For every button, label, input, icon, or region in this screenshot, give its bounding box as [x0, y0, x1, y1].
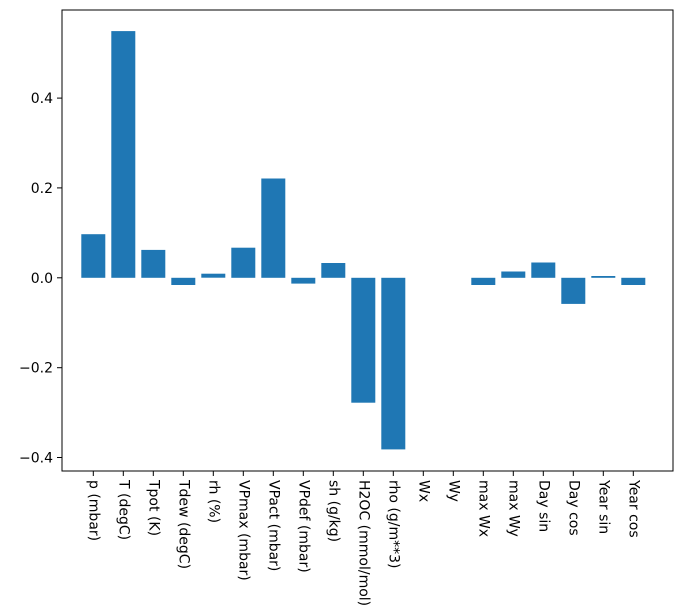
x-tick-label: rh (%) — [205, 480, 221, 523]
x-tick-label: Tpot (K) — [145, 479, 161, 536]
x-tick-label: max Wy — [505, 480, 521, 537]
bar — [231, 247, 256, 278]
bar — [531, 262, 556, 278]
y-axis: −0.4 −0.2 0.0 0.2 0.4 — [19, 91, 62, 467]
x-tick-label: p (mbar) — [85, 480, 101, 541]
bar — [321, 263, 346, 278]
x-tick-label: Year sin — [595, 479, 611, 534]
bar — [621, 277, 646, 285]
x-tick-label: Day cos — [565, 480, 581, 536]
x-tick-label: H2OC (mmol/mol) — [355, 480, 371, 606]
y-tick-label: 0.4 — [31, 91, 53, 107]
y-tick-label: −0.2 — [19, 361, 53, 377]
x-tick-label: VPact (mbar) — [265, 480, 281, 571]
x-tick-label: Day sin — [535, 480, 551, 532]
bar — [351, 277, 376, 403]
x-tick-label: Wx — [415, 480, 431, 502]
bar — [261, 178, 286, 278]
bar — [381, 277, 406, 450]
plot-border — [61, 9, 674, 472]
x-tick-label: Tdew (degC) — [175, 479, 191, 569]
x-tick-label: T (degC) — [115, 479, 131, 540]
x-tick-label: VPdef (mbar) — [295, 480, 311, 573]
x-tick-label: max Wx — [475, 480, 491, 537]
bar — [171, 277, 196, 285]
x-tick-label: VPmax (mbar) — [235, 480, 251, 581]
bar — [591, 276, 616, 278]
bar — [561, 277, 586, 304]
x-axis: p (mbar) T (degC) Tpot (K) Tdew (degC) rh (%… — [85, 471, 641, 606]
y-tick-label: 0.0 — [31, 271, 53, 287]
bar — [141, 249, 166, 278]
bar — [81, 234, 106, 278]
x-tick-label: rho (g/m**3) — [385, 480, 401, 568]
x-tick-label: Year cos — [625, 479, 641, 538]
x-tick-label: sh (g/kg) — [325, 480, 341, 542]
y-tick-label: 0.2 — [31, 181, 53, 197]
y-tick-label: −0.4 — [19, 451, 53, 467]
bar — [111, 31, 136, 278]
bar — [201, 273, 226, 278]
bar — [501, 271, 526, 278]
bars — [81, 31, 646, 450]
x-tick-label: Wy — [445, 480, 461, 502]
bar — [291, 277, 316, 284]
bar — [471, 277, 496, 285]
